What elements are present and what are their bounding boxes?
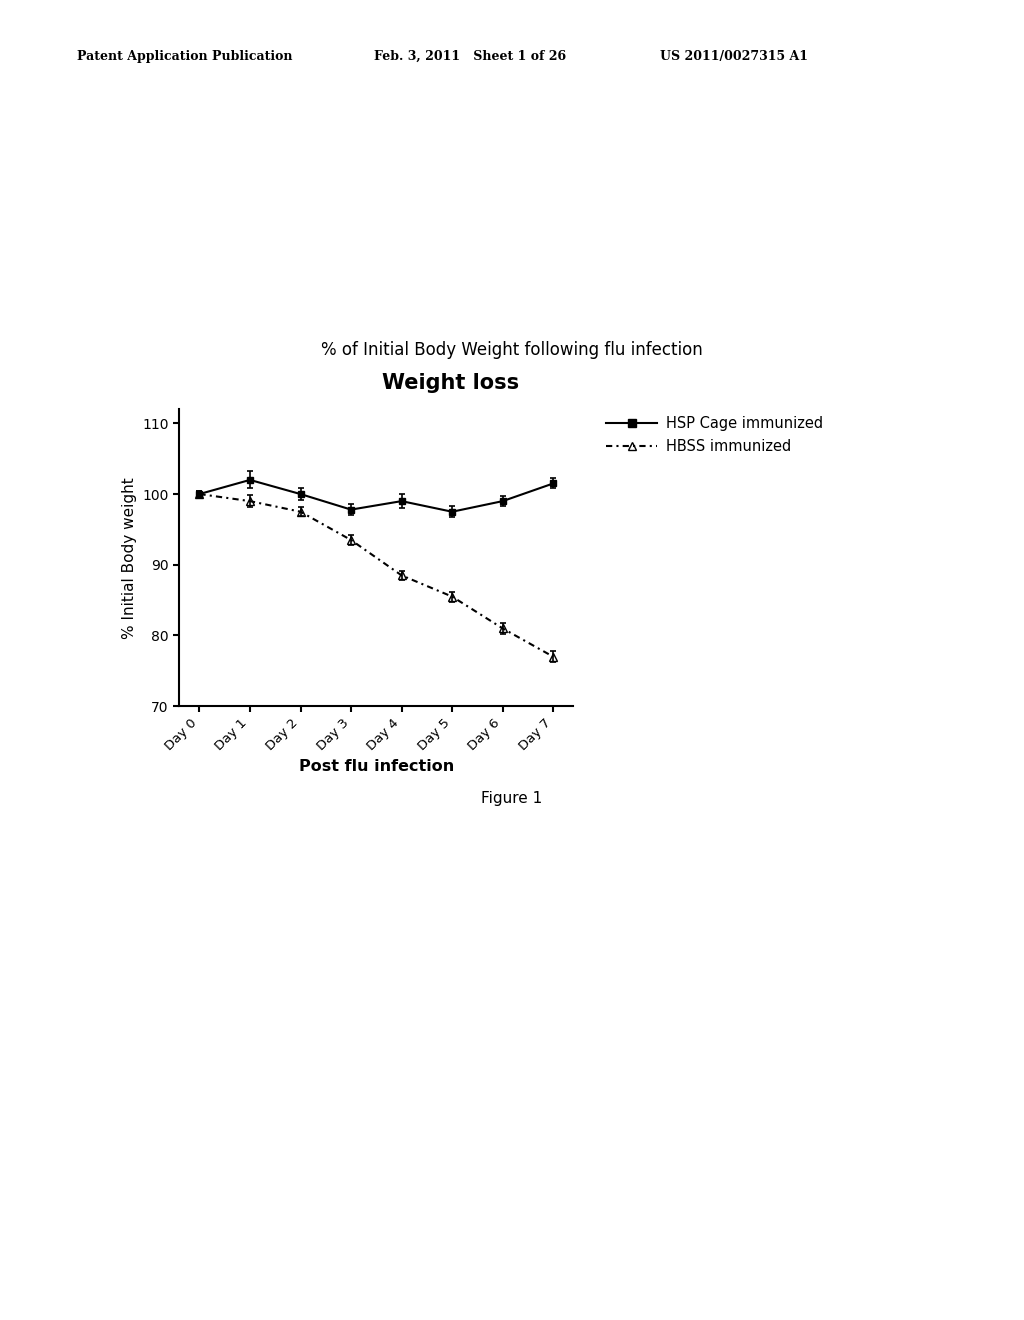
Legend: HSP Cage immunized, HBSS immunized: HSP Cage immunized, HBSS immunized (600, 411, 829, 459)
Text: Feb. 3, 2011   Sheet 1 of 26: Feb. 3, 2011 Sheet 1 of 26 (374, 50, 566, 63)
Text: Weight loss: Weight loss (382, 372, 519, 393)
X-axis label: Post flu infection: Post flu infection (299, 759, 454, 774)
Y-axis label: % Initial Body weight: % Initial Body weight (122, 477, 137, 639)
Text: % of Initial Body Weight following flu infection: % of Initial Body Weight following flu i… (322, 341, 702, 359)
Text: Patent Application Publication: Patent Application Publication (77, 50, 292, 63)
Text: Figure 1: Figure 1 (481, 791, 543, 807)
Text: US 2011/0027315 A1: US 2011/0027315 A1 (660, 50, 809, 63)
